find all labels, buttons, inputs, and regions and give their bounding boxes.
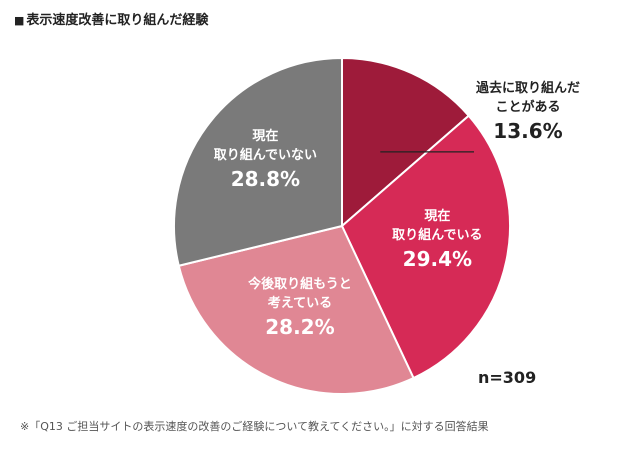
slice-current (340, 114, 511, 380)
slice-label: 今後取り組もうと (247, 276, 352, 292)
slice-value-label: 13.6% (493, 119, 562, 143)
footnote: ※「Q13 ご担当サイトの表示速度の改善のご経験について教えてください。」に対す… (20, 420, 489, 433)
slice-label: 現在 (424, 208, 450, 224)
slice-future (177, 224, 415, 395)
slice-past (341, 56, 471, 229)
title-marker-icon: ■ (14, 14, 25, 27)
slice-label: 取り組んでいない (214, 147, 317, 163)
slice-label: 過去に取り組んだ (475, 80, 580, 96)
slice-label: ことがある (495, 99, 560, 115)
slice-value-label: 29.4% (403, 247, 472, 271)
slice-label: 現在 (252, 128, 278, 144)
slice-not-current (173, 56, 343, 267)
slice-value-label: 28.8% (231, 167, 300, 191)
slice-label: 取り組んでいる (392, 227, 482, 243)
chart-title-text: 表示速度改善に取り組んだ経験 (26, 13, 209, 28)
sample-size-label: n=309 (478, 368, 537, 387)
slice-label: 考えている (268, 295, 332, 311)
chart-title: ■ 表示速度改善に取り組んだ経験 (14, 9, 208, 28)
slice-value-label: 28.2% (265, 315, 334, 339)
